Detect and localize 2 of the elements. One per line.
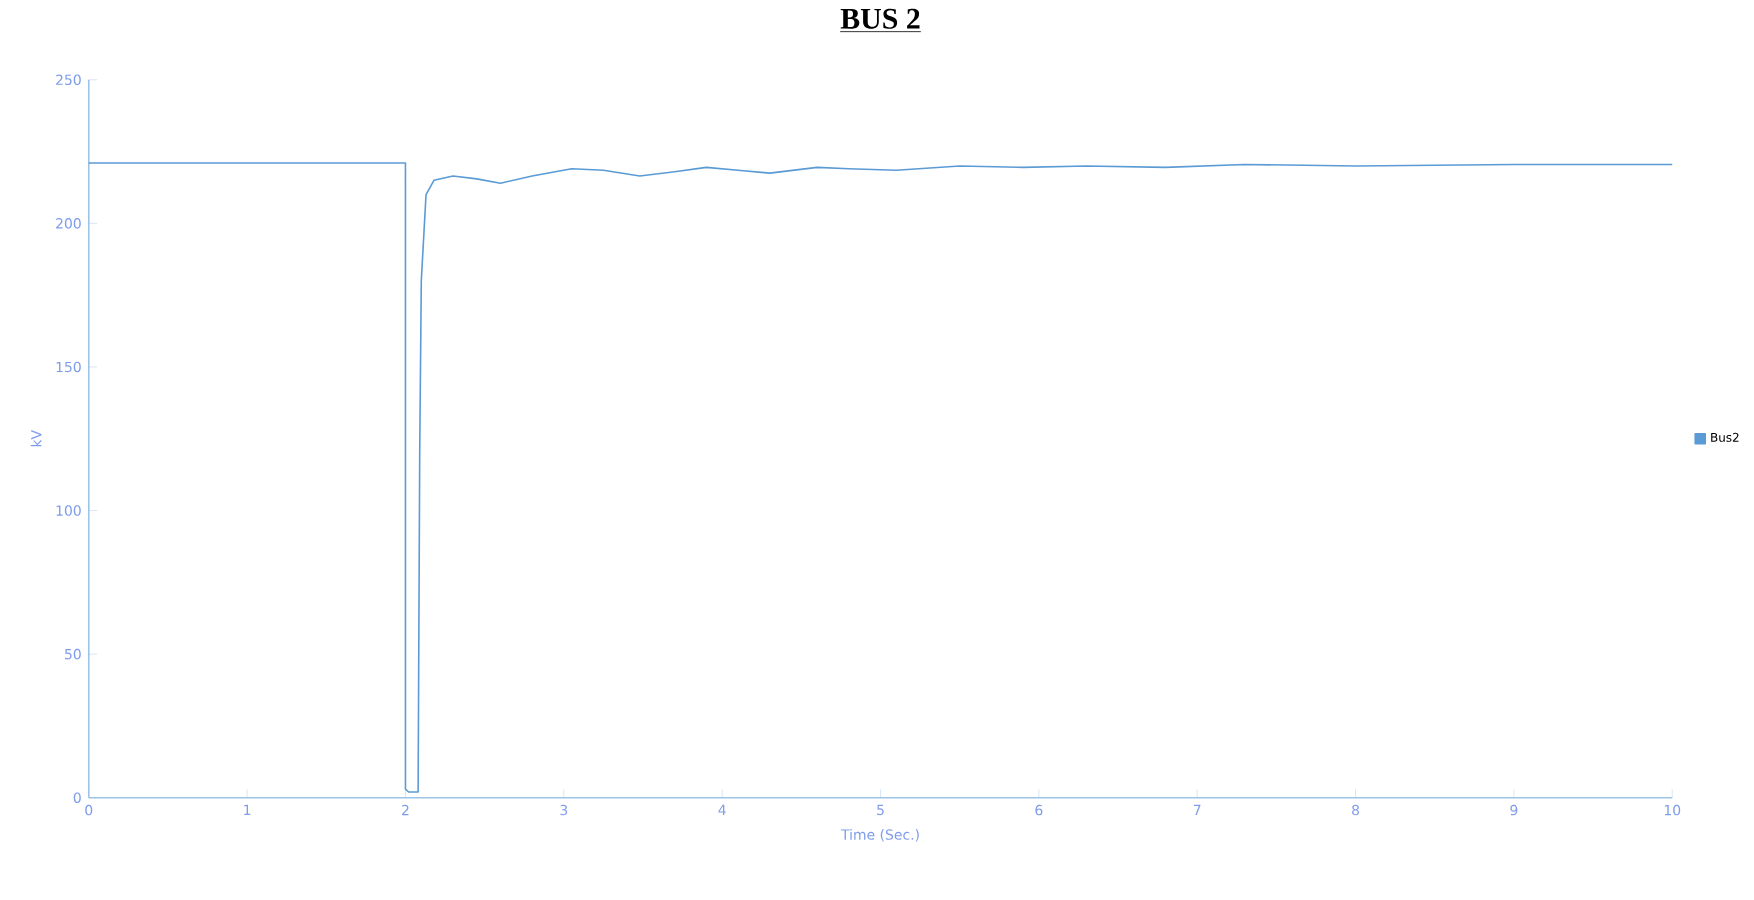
chart-title: BUS 2 xyxy=(840,9,920,30)
line-series xyxy=(87,162,1674,794)
